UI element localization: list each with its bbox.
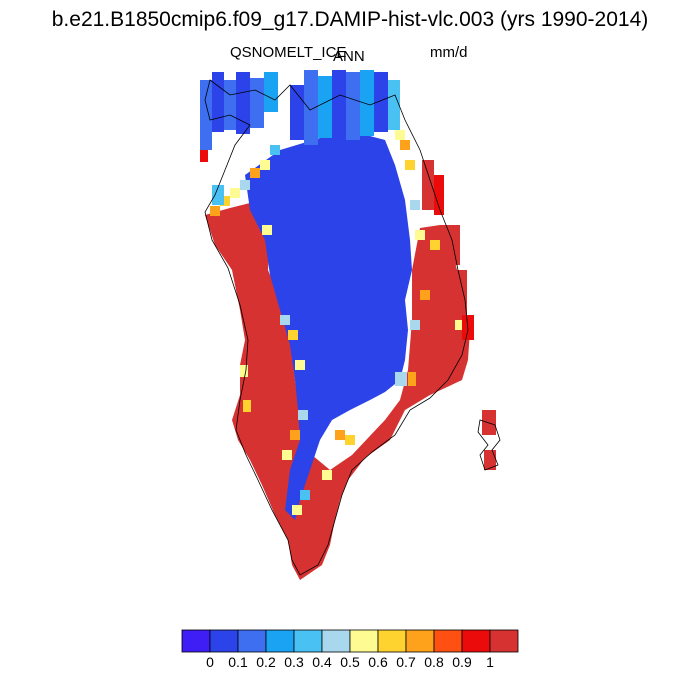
plot-title: b.e21.B1850cmip6.f09_g17.DAMIP-hist-vlc.…: [51, 8, 649, 31]
variable-label: QSNOMELT_ICE: [230, 44, 347, 61]
colorbar-box: [405, 629, 435, 653]
season-label: ANN: [333, 48, 365, 65]
colorbar-box: [433, 629, 463, 653]
colorbar-tick-label: 0.8: [424, 654, 444, 670]
colorbar-box: [321, 629, 351, 653]
offshore-island: [482, 410, 496, 470]
coastline: [204, 79, 469, 576]
colorbar: [181, 629, 519, 653]
units-label: mm/d: [430, 44, 468, 61]
northern-coast-cells: [200, 70, 400, 205]
colorbar-tick-label: 0.4: [312, 654, 332, 670]
colorbar-box: [489, 629, 519, 653]
colorbar-tick-label: 0.6: [368, 654, 388, 670]
colorbar-tick-label: 1: [486, 654, 494, 670]
colorbar-box: [237, 629, 267, 653]
colorbar-box: [181, 629, 211, 653]
island-coastline: [477, 419, 501, 471]
colorbar-tick-label: 0.3: [284, 654, 304, 670]
colorbar-tick-label: 0.7: [396, 654, 416, 670]
ice-interior-field: [245, 132, 412, 520]
colorbar-box: [293, 629, 323, 653]
colorbar-tick-label: 0.2: [256, 654, 276, 670]
colorbar-box: [461, 629, 491, 653]
colorbar-box: [265, 629, 295, 653]
colorbar-tick-label: 0.1: [228, 654, 248, 670]
colorbar-box: [349, 629, 379, 653]
colorbar-box: [209, 629, 239, 653]
colorbar-tick-label: 0: [206, 654, 214, 670]
colorbar-tick-label: 0.5: [340, 654, 360, 670]
ice-margin-field: [205, 200, 470, 580]
colorbar-tick-label: 0.9: [452, 654, 472, 670]
transition-cells: [210, 130, 465, 515]
colorbar-labels: 0 0.1 0.2 0.3 0.4 0.5 0.6 0.7 0.8 0.9 1: [0, 654, 700, 674]
colorbar-box: [377, 629, 407, 653]
